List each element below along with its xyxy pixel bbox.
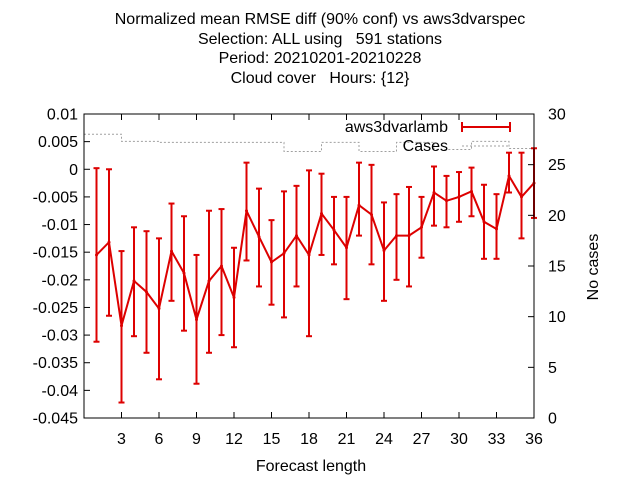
title-line-3: Period: 20210201-20210228 [218, 50, 422, 67]
data-point [395, 234, 398, 238]
y-tick-label: -0.02 [42, 272, 79, 289]
data-point [520, 195, 523, 199]
y2-tick-label: 25 [548, 157, 566, 174]
data-point [257, 235, 261, 239]
y2-tick-label: 5 [548, 360, 557, 377]
x-tick-label: 15 [263, 431, 281, 448]
y2-tick-label: 30 [548, 107, 566, 124]
data-point [170, 249, 173, 253]
data-point [382, 249, 386, 253]
data-point [195, 318, 198, 322]
data-point [320, 211, 323, 215]
data-point [307, 253, 311, 257]
data-point [420, 225, 423, 229]
data-point [132, 279, 136, 283]
y-tick-label: -0.03 [42, 328, 79, 345]
x-tick-label: 27 [413, 431, 431, 448]
x-tick-label: 24 [375, 431, 393, 448]
data-point [370, 213, 373, 217]
data-point [495, 227, 498, 231]
title-line-1: Normalized mean RMSE diff (90% conf) vs … [114, 11, 526, 28]
data-point [207, 279, 211, 283]
data-point [295, 234, 298, 238]
x-tick-label: 30 [450, 431, 468, 448]
data-point [232, 296, 236, 300]
y-tick-label: -0.005 [33, 189, 78, 206]
chart-title: Normalized mean RMSE diff (90% conf) vs … [0, 10, 640, 88]
data-point [432, 190, 436, 194]
x-tick-label: 21 [338, 431, 356, 448]
data-point [120, 324, 123, 328]
x-axis-label: Forecast length [256, 458, 366, 475]
data-point [220, 264, 223, 268]
x-tick-label: 6 [155, 431, 164, 448]
data-point [507, 174, 511, 178]
x-tick-label: 33 [488, 431, 506, 448]
y-tick-label: -0.045 [33, 411, 78, 428]
data-point [407, 234, 411, 238]
y-tick-label: -0.025 [33, 300, 78, 317]
cases-series [84, 133, 534, 152]
x-tick-label: 3 [117, 431, 126, 448]
main-series [95, 173, 536, 328]
data-point [332, 228, 336, 232]
data-point [357, 203, 361, 207]
cases-line [84, 133, 534, 152]
data-point [457, 195, 461, 199]
data-point [445, 199, 448, 203]
y2-tick-label: 0 [548, 411, 557, 428]
data-point [95, 253, 98, 257]
legend-label-cases: Cases [403, 138, 448, 155]
data-point [182, 271, 186, 275]
x-tick-label: 36 [525, 431, 543, 448]
legend: aws3dvarlamb Cases [345, 119, 511, 155]
y2-axis-label: No cases [585, 234, 602, 301]
data-point [282, 251, 286, 255]
error-bars [93, 147, 537, 404]
y2-tick-label: 20 [548, 208, 566, 225]
data-point [245, 209, 248, 213]
x-tick-label: 12 [225, 431, 243, 448]
y-tick-label: 0 [69, 162, 78, 179]
y-tick-label: -0.04 [42, 383, 79, 400]
data-point [157, 307, 161, 311]
y2-tick-label: 10 [548, 309, 566, 326]
data-point [482, 220, 486, 224]
x-tick-label: 9 [192, 431, 201, 448]
title-line-4: Cloud cover Hours: {12} [230, 69, 410, 87]
y-tick-label: 0.005 [38, 134, 78, 151]
main-line [95, 173, 535, 326]
data-point [270, 260, 273, 264]
data-point [145, 290, 148, 294]
legend-label-main: aws3dvarlamb [345, 119, 448, 136]
data-point [107, 240, 111, 244]
data-point [345, 246, 348, 250]
axis-ticks: 3 6 9 12 15 18 21 24 27 30 33 360.010.0050-0.005-0.… [33, 107, 566, 449]
y-tick-label: -0.035 [33, 355, 78, 372]
title-line-2: Selection: ALL using 591 stations [197, 30, 442, 48]
y-tick-label: 0.01 [47, 107, 78, 124]
y-tick-label: -0.015 [33, 245, 78, 262]
y2-tick-label: 15 [548, 259, 566, 276]
x-tick-label: 18 [300, 431, 318, 448]
y-tick-label: -0.01 [42, 217, 79, 234]
data-point [470, 189, 473, 193]
